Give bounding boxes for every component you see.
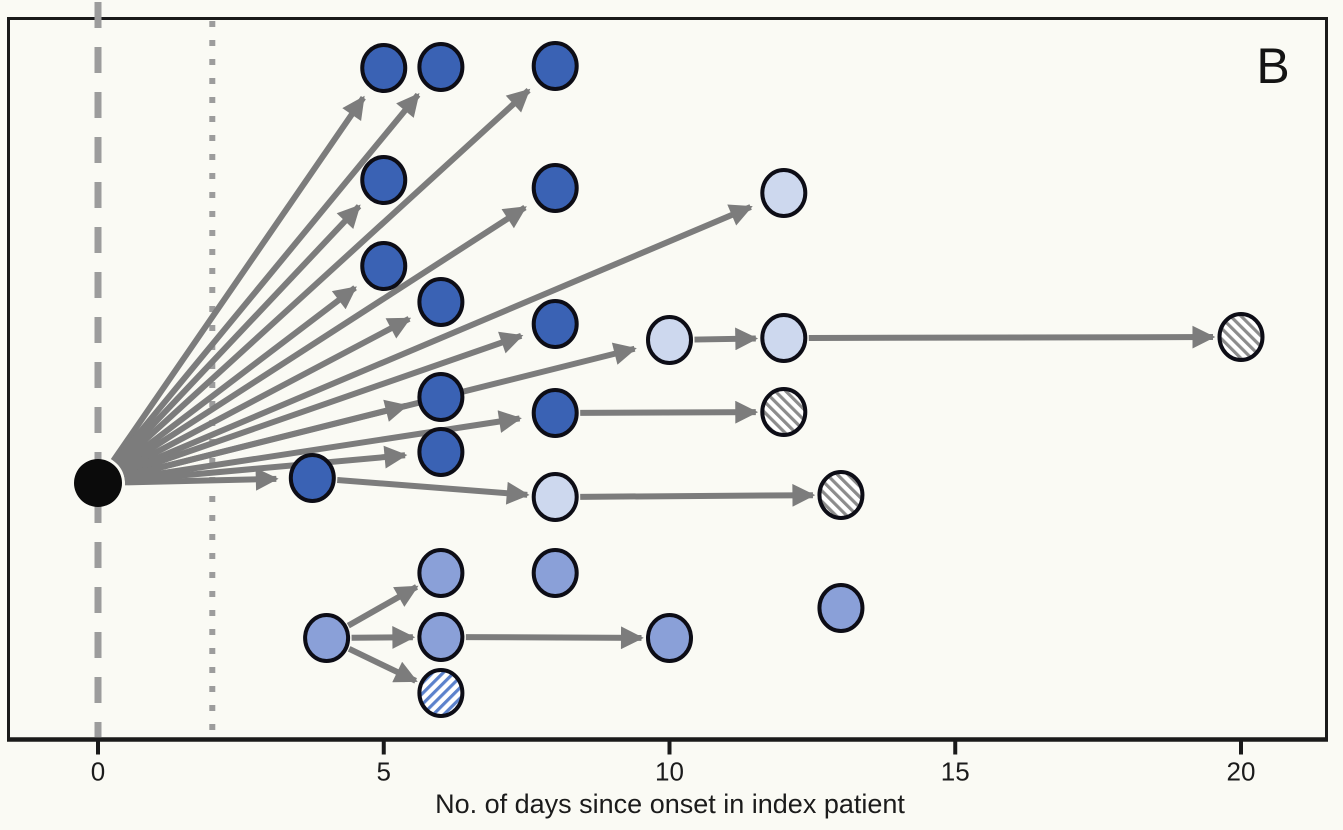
transmission-arrow — [121, 204, 753, 476]
transmission-arrow — [346, 584, 419, 629]
case-node-medium — [417, 548, 465, 598]
transmission-arrow — [124, 410, 522, 482]
case-node-medium — [417, 612, 465, 662]
case-node-dark — [417, 42, 465, 92]
case-node-hatched-gray — [760, 387, 808, 437]
transmission-arrow — [110, 95, 366, 463]
x-axis-tick-label: 15 — [941, 757, 970, 787]
case-node-dark — [417, 277, 465, 327]
x-axis-tick-label: 10 — [655, 757, 684, 787]
case-node-dark — [417, 427, 465, 477]
case-node-dark — [531, 41, 579, 91]
case-node-dark — [360, 155, 408, 205]
transmission-arrow — [124, 467, 279, 491]
transmission-arrow — [117, 285, 357, 470]
transmission-arrow — [120, 316, 412, 474]
transmission-arrow — [114, 204, 362, 466]
case-node-dark — [531, 163, 579, 213]
x-axis-tick-label: 20 — [1227, 757, 1256, 787]
panel-label: B — [1256, 38, 1290, 94]
transmission-arrow — [115, 88, 531, 468]
transmission-arrow — [119, 204, 527, 471]
case-node-medium — [531, 548, 579, 598]
case-node-hatched-gray — [817, 470, 865, 520]
transmission-arrow — [123, 399, 409, 480]
transmission-arrow — [112, 92, 421, 465]
case-node-dark — [360, 43, 408, 93]
transmission-arrow — [694, 327, 759, 351]
transmission-arrow — [124, 445, 408, 484]
x-axis-title: No. of days since onset in index patient — [435, 789, 905, 819]
transmission-arrow — [580, 400, 759, 424]
case-node-hatched-blue — [417, 668, 465, 718]
case-node-medium — [817, 583, 865, 633]
case-node-dark — [531, 388, 579, 438]
case-node-medium — [646, 613, 693, 663]
transmission-arrow — [465, 626, 644, 650]
case-node-dark — [288, 453, 336, 503]
transmission-arrow — [580, 483, 816, 507]
case-node-dark — [531, 299, 579, 349]
case-node-light — [760, 313, 808, 363]
case-node-dark — [417, 372, 465, 422]
transmission-arrow — [808, 325, 1216, 349]
index-patient-node — [74, 459, 122, 507]
case-node-light — [760, 168, 808, 218]
case-node-dark — [360, 241, 408, 291]
case-node-hatched-gray — [1217, 312, 1265, 362]
transmission-arrow — [347, 646, 418, 684]
transmission-arrow — [122, 331, 524, 477]
transmission-arrow — [351, 626, 416, 649]
case-node-light — [646, 315, 693, 365]
case-node-medium — [303, 613, 351, 663]
x-axis-tick-label: 5 — [377, 757, 391, 787]
case-node-light — [531, 472, 579, 522]
transmission-arrow — [337, 476, 530, 505]
x-axis-tick-label: 0 — [91, 757, 105, 787]
